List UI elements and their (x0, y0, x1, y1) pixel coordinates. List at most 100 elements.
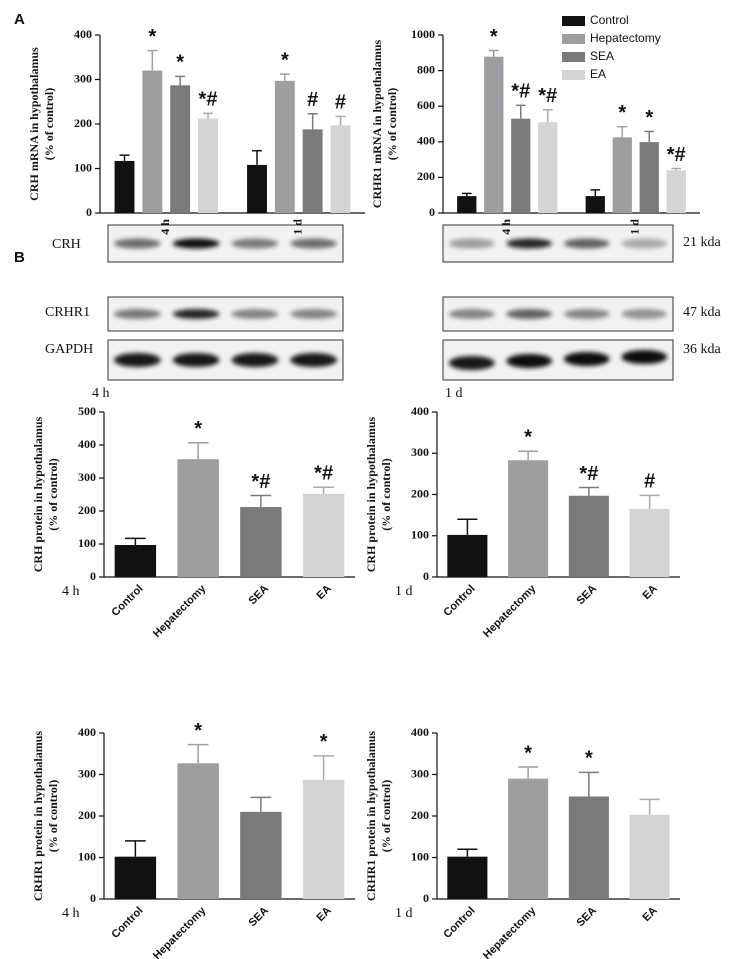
significance-marker: * (490, 26, 498, 48)
significance-marker: *# (667, 144, 686, 166)
x-tick-label: EA (641, 583, 660, 602)
y-axis-label: (% of control) (42, 88, 56, 160)
y-tick-label: 200 (74, 116, 92, 130)
bar (612, 137, 632, 213)
y-tick-label: 400 (74, 27, 92, 41)
panel-label: B (14, 249, 25, 266)
bar (568, 796, 609, 899)
y-tick-label: 200 (417, 169, 435, 183)
bar (240, 507, 282, 577)
blot-row-label: CRHR1 (45, 305, 90, 320)
x-tick-label: Control (441, 583, 477, 619)
blot-band (621, 238, 668, 249)
y-tick-label: 0 (429, 205, 435, 219)
x-tick-label: EA (315, 905, 334, 924)
significance-marker: * (618, 102, 626, 124)
y-tick-label: 200 (411, 808, 429, 822)
y-tick-label: 0 (86, 205, 92, 219)
y-tick-label: 100 (78, 849, 96, 863)
y-axis-label: (% of control) (46, 458, 60, 530)
significance-marker: * (524, 426, 532, 448)
y-tick-label: 100 (74, 160, 92, 174)
bar (538, 122, 558, 213)
significance-marker: *# (538, 85, 557, 107)
blot-band (506, 309, 553, 319)
y-axis-label: (% of control) (379, 780, 393, 852)
bar (302, 129, 323, 213)
bar (511, 118, 531, 213)
time-label: 4 h (62, 906, 80, 921)
y-axis-label: (% of control) (379, 458, 393, 530)
x-tick-label: Control (109, 905, 145, 941)
blot-band (113, 238, 161, 249)
blot-band (448, 309, 495, 319)
bar (447, 534, 488, 577)
y-tick-label: 400 (78, 725, 96, 739)
x-tick-label: EA (315, 583, 334, 602)
y-axis-label: CRHR1 protein in hypothalamus (31, 731, 45, 901)
blot-band (448, 238, 495, 249)
y-axis-label: (% of control) (385, 88, 399, 160)
time-label: 1 d (395, 584, 413, 599)
blot-band (563, 238, 610, 249)
x-tick-label: 1 d (628, 219, 642, 235)
significance-marker: * (148, 26, 156, 48)
y-tick-label: 200 (411, 486, 429, 500)
bar (142, 70, 163, 213)
y-tick-label: 400 (411, 725, 429, 739)
x-tick-label: Hepatectomy (481, 582, 539, 640)
bar (639, 142, 659, 213)
y-tick-label: 600 (417, 98, 435, 112)
blot-band (621, 350, 668, 364)
y-axis-label: (% of control) (46, 780, 60, 852)
blot-time-label: 4 h (92, 386, 110, 401)
bar (302, 779, 345, 899)
x-tick-label: Hepatectomy (151, 904, 209, 959)
bar (629, 814, 670, 899)
blot-band (448, 356, 495, 370)
x-tick-label: 4 h (158, 219, 172, 235)
bar (508, 460, 549, 577)
bar (585, 196, 605, 213)
y-tick-label: 0 (90, 569, 96, 583)
bar (240, 811, 282, 899)
y-tick-label: 400 (411, 404, 429, 418)
significance-marker: * (645, 107, 653, 129)
y-tick-label: 300 (74, 71, 92, 85)
significance-marker: * (320, 731, 328, 753)
y-tick-label: 300 (411, 445, 429, 459)
blot-band (290, 353, 338, 367)
y-tick-label: 0 (423, 569, 429, 583)
blot-band (563, 352, 610, 366)
significance-marker: * (585, 748, 593, 770)
legend-swatch (562, 70, 585, 80)
blot-band (113, 309, 161, 319)
bar (114, 856, 157, 899)
legend-swatch (562, 16, 585, 26)
blot-size-label: 47 kda (683, 305, 722, 320)
y-tick-label: 400 (78, 437, 96, 451)
x-tick-label: 4 h (499, 219, 513, 235)
y-axis-label: CRH protein in hypothalamus (31, 416, 45, 572)
legend-label: SEA (590, 49, 614, 63)
significance-marker: *# (314, 463, 333, 485)
blot-band (621, 309, 668, 319)
y-axis-label: CRH protein in hypothalamus (364, 416, 378, 572)
blot-time-label: 1 d (445, 386, 463, 401)
significance-marker: # (307, 89, 318, 111)
bar (247, 164, 267, 213)
bar (114, 160, 135, 213)
bar (198, 118, 218, 213)
bar (508, 778, 549, 899)
panel-label: A (14, 11, 25, 28)
bar (457, 196, 477, 213)
blot-row-label: GAPDH (45, 342, 93, 357)
x-tick-label: Hepatectomy (151, 582, 209, 640)
y-tick-label: 400 (417, 134, 435, 148)
blot-size-label: 21 kda (683, 235, 722, 250)
x-tick-label: SEA (247, 905, 272, 930)
significance-marker: * (194, 418, 202, 440)
y-tick-label: 200 (78, 808, 96, 822)
y-axis-label: CRHR1 protein in hypothalamus (364, 731, 378, 901)
